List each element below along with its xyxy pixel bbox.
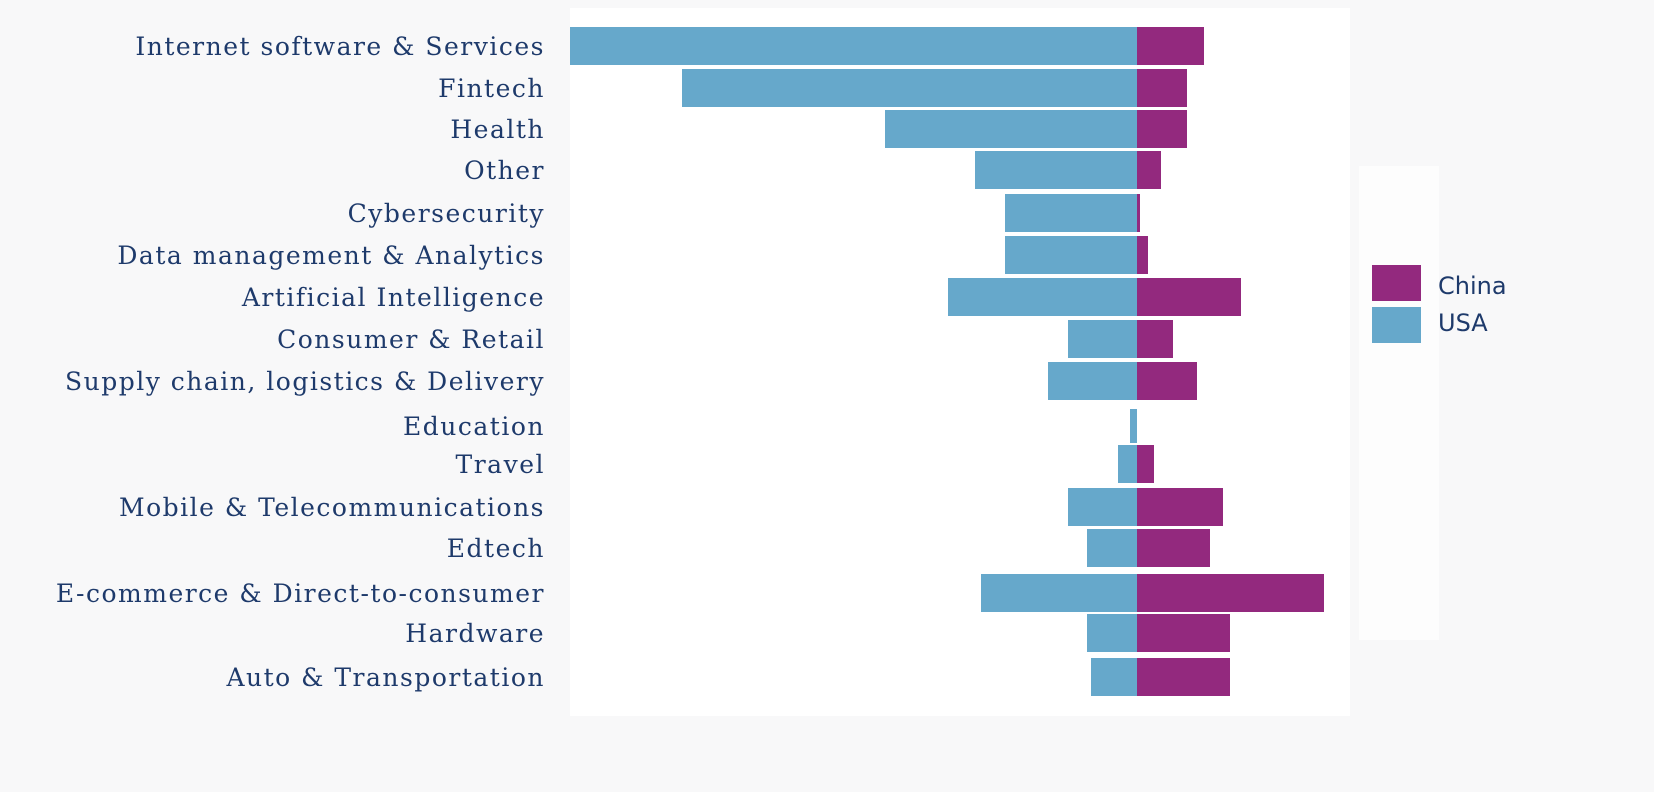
legend: China USA [1372,265,1507,343]
category-label-data-management-analytics: Data management & Analytics [117,241,545,270]
category-label-supply-chain-logistics-delivery: Supply chain, logistics & Delivery [65,367,545,396]
category-label-fintech: Fintech [438,74,545,103]
category-label-hardware: Hardware [405,619,545,648]
bar-china-cybersecurity [1137,194,1140,232]
bar-china-travel [1137,445,1154,483]
bar-usa-edtech [1087,529,1137,567]
bar-usa-fintech [682,69,1137,107]
bar-usa-e-commerce-direct-to-consumer [981,574,1137,612]
bar-usa-auto-transportation [1091,658,1137,696]
bar-usa-hardware [1087,614,1137,652]
bar-usa-consumer-retail [1068,320,1137,358]
category-labels: Internet software & Services Fintech Healt… [56,32,545,692]
bar-usa-artificial-intelligence [948,278,1137,316]
bar-usa-education [1130,409,1137,443]
legend-background [1359,166,1439,640]
bar-usa-data-management-analytics [1005,236,1137,274]
bar-usa-health [885,110,1137,148]
bar-china-hardware [1137,614,1230,652]
bar-china-internet-software-services [1137,27,1204,65]
category-label-cybersecurity: Cybersecurity [348,199,545,228]
legend-label-china: China [1438,272,1507,300]
category-label-auto-transportation: Auto & Transportation [225,663,545,692]
bar-usa-mobile-telecommunications [1068,488,1137,526]
category-label-edtech: Edtech [447,534,545,563]
bar-usa-cybersecurity [1005,194,1137,232]
category-label-travel: Travel [456,450,545,479]
bar-china-supply-chain-logistics-delivery [1137,362,1197,400]
bar-china-mobile-telecommunications [1137,488,1223,526]
bar-china-auto-transportation [1137,658,1230,696]
bar-usa-internet-software-services [570,27,1137,65]
legend-label-usa: USA [1438,309,1488,337]
category-label-e-commerce-direct-to-consumer: E-commerce & Direct-to-consumer [56,579,545,608]
bar-usa-other [975,151,1137,189]
category-label-education: Education [403,412,545,441]
category-label-consumer-retail: Consumer & Retail [277,325,545,354]
legend-swatch-usa [1372,307,1421,343]
bar-china-other [1137,151,1161,189]
bar-china-health [1137,110,1187,148]
bar-china-edtech [1137,529,1210,567]
category-label-artificial-intelligence: Artificial Intelligence [241,283,545,312]
bar-usa-travel [1118,445,1137,483]
bar-china-e-commerce-direct-to-consumer [1137,574,1324,612]
category-label-health: Health [450,115,545,144]
bar-china-consumer-retail [1137,320,1173,358]
bar-usa-supply-chain-logistics-delivery [1048,362,1137,400]
legend-swatch-china [1372,265,1421,301]
bar-china-artificial-intelligence [1137,278,1241,316]
category-label-internet-software-services: Internet software & Services [135,32,545,61]
bar-china-fintech [1137,69,1187,107]
category-label-mobile-telecommunications: Mobile & Telecommunications [119,493,545,522]
bars [570,27,1324,696]
bar-china-data-management-analytics [1137,236,1148,274]
category-label-other: Other [464,156,545,185]
